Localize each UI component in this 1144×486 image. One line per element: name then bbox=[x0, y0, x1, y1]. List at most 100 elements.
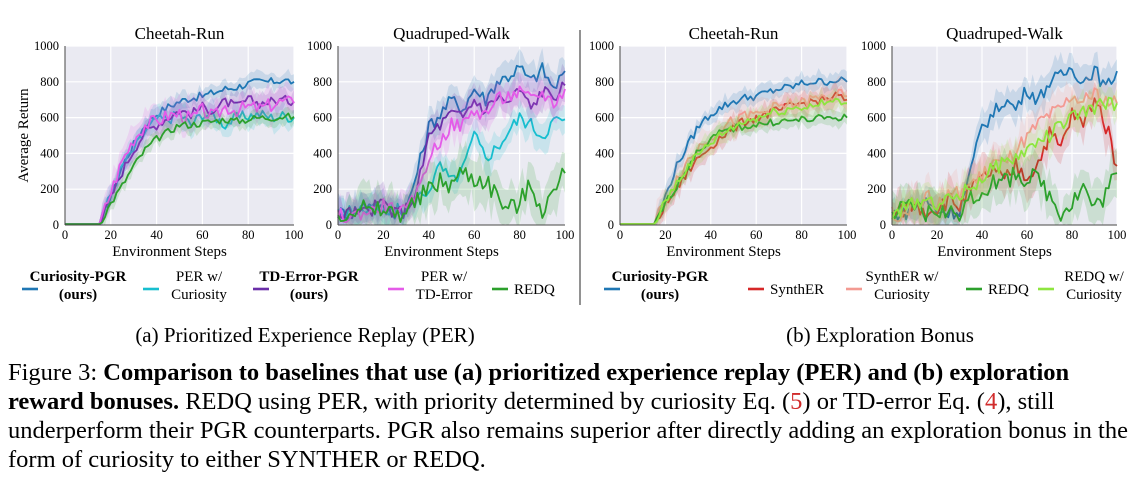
legend-label-line2: Curiosity bbox=[171, 287, 227, 303]
legend-label-line2: Curiosity bbox=[874, 287, 930, 303]
caption-bold: Comparison to baselines that use (a) pri… bbox=[8, 359, 1070, 415]
x-tick-label: 40 bbox=[423, 228, 436, 242]
y-tick-label: 0 bbox=[53, 218, 59, 232]
legend-label: SynthER bbox=[770, 282, 824, 298]
subplot-2-cheetah-run: 0 200 400 600 800 1000 0 20 40 60 80 100 Cheetah-Run… bbox=[589, 24, 856, 260]
y-tick-label: 1000 bbox=[861, 39, 886, 53]
series-line-td-error-pgr bbox=[337, 81, 566, 220]
caption-method-pgr: PGR bbox=[199, 417, 248, 444]
subplot-title: Quadruped-Walk bbox=[393, 24, 510, 43]
series-line-redq bbox=[620, 113, 848, 226]
x-tick-label: 60 bbox=[196, 228, 209, 242]
legend-label: PER w/ bbox=[176, 269, 223, 285]
band-redq-w-curiosity bbox=[892, 82, 1117, 225]
caption-text-3: ) or TD-error Eq. ( bbox=[802, 388, 985, 415]
series-line-redq bbox=[337, 166, 566, 223]
caption-eq-ref-4[interactable]: 4 bbox=[984, 388, 998, 415]
band-per-w-td-error bbox=[338, 72, 565, 225]
panel-a-caption: (a) Prioritized Experience Replay (PER) bbox=[135, 323, 474, 347]
y-tick-label: 800 bbox=[867, 75, 886, 89]
legend-label-line2: (ours) bbox=[641, 287, 679, 303]
x-tick-label: 100 bbox=[556, 228, 575, 242]
legend-panel-a: Curiosity-PGR (ours) PER w/Curiosity TD-Err… bbox=[22, 269, 555, 303]
x-tick-label: 80 bbox=[1066, 228, 1079, 242]
x-tick-label: 100 bbox=[838, 228, 857, 242]
y-tick-label: 200 bbox=[867, 182, 886, 196]
legend-item-redq-w-curiosity: REDQ w/Curiosity bbox=[1038, 269, 1125, 303]
x-tick-label: 80 bbox=[795, 228, 808, 242]
x-tick-label: 0 bbox=[617, 228, 623, 242]
x-tick-label: 80 bbox=[242, 228, 255, 242]
caption-text-5: counterparts. bbox=[247, 417, 387, 444]
legend-label: REDQ bbox=[514, 282, 555, 298]
y-tick-label: 200 bbox=[40, 182, 59, 196]
y-tick-label: 0 bbox=[326, 218, 332, 232]
subplot-0-cheetah-run: 0 200 400 600 800 1000 0 20 40 60 80 100 Cheetah-Run… bbox=[16, 24, 303, 260]
x-tick-label: 20 bbox=[931, 228, 944, 242]
caption-eq-ref-5[interactable]: 5 bbox=[790, 388, 803, 415]
y-tick-label: 600 bbox=[595, 111, 614, 125]
y-tick-label: 0 bbox=[608, 218, 614, 232]
band-redq-w-curiosity bbox=[620, 87, 847, 225]
legend-label: REDQ bbox=[988, 282, 1029, 298]
y-tick-label: 800 bbox=[595, 75, 614, 89]
subplot-title: Quadruped-Walk bbox=[946, 24, 1063, 43]
caption-text-7: or bbox=[380, 446, 413, 473]
series-line-redq bbox=[891, 166, 1118, 223]
y-tick-label: 400 bbox=[595, 146, 614, 160]
legend-item-synther: SynthER bbox=[748, 282, 824, 298]
x-tick-label: 0 bbox=[62, 228, 68, 242]
caption-text-8: . bbox=[479, 446, 486, 473]
x-axis-label: Environment Steps bbox=[112, 244, 227, 260]
subplot-3-quadruped-walk: 0 200 400 600 800 1000 0 20 40 60 80 100 Quadruped-W… bbox=[861, 24, 1126, 260]
series-line-td-error-pgr bbox=[65, 94, 295, 226]
legend-item-redq: REDQ bbox=[492, 282, 555, 298]
y-tick-label: 400 bbox=[40, 146, 59, 160]
x-tick-label: 60 bbox=[1021, 228, 1034, 242]
legend-item-per-w-curiosity: PER w/Curiosity bbox=[143, 269, 227, 303]
plot-background bbox=[620, 46, 847, 225]
x-tick-label: 20 bbox=[105, 228, 118, 242]
legend-label: Curiosity-PGR bbox=[612, 269, 709, 285]
x-tick-label: 60 bbox=[750, 228, 763, 242]
x-tick-label: 20 bbox=[659, 228, 672, 242]
y-tick-label: 800 bbox=[313, 75, 332, 89]
y-tick-label: 1000 bbox=[589, 39, 614, 53]
subplot-title: Cheetah-Run bbox=[689, 24, 779, 43]
legend-label: REDQ w/ bbox=[1064, 269, 1124, 285]
legend-label: TD-Error-PGR bbox=[259, 269, 358, 285]
y-axis-label: Average Return bbox=[16, 88, 32, 183]
y-tick-label: 1000 bbox=[307, 39, 332, 53]
series-line-redq bbox=[65, 112, 295, 226]
legend-label-line2: Curiosity bbox=[1066, 287, 1122, 303]
y-tick-label: 200 bbox=[313, 182, 332, 196]
caption-method-redq: REDQ bbox=[185, 388, 252, 415]
legend-item-td-error-pgr-ours: TD-Error-PGR (ours) bbox=[253, 269, 359, 303]
legend-panel-b: Curiosity-PGR (ours) SynthER SynthER w/Curi… bbox=[604, 269, 1125, 303]
x-axis-label: Environment Steps bbox=[384, 244, 499, 260]
y-tick-label: 400 bbox=[867, 146, 886, 160]
y-tick-label: 200 bbox=[595, 182, 614, 196]
legend-label-line2: (ours) bbox=[59, 287, 97, 303]
x-axis-label: Environment Steps bbox=[666, 244, 781, 260]
caption-text-4: ), still underperform their bbox=[8, 388, 1055, 444]
figure-caption: Figure 3: Comparison to baselines that u… bbox=[8, 358, 1134, 474]
legend-label-line2: (ours) bbox=[290, 287, 328, 303]
y-tick-label: 400 bbox=[313, 146, 332, 160]
x-tick-label: 0 bbox=[335, 228, 341, 242]
legend-item-curiosity-pgr-ours: Curiosity-PGR (ours) bbox=[22, 269, 126, 303]
x-tick-label: 60 bbox=[468, 228, 481, 242]
caption-method-redq-2: REDQ bbox=[412, 446, 480, 473]
series-line-per-w-td-error bbox=[65, 95, 295, 226]
caption-text-2: using PER, with priority determined by c… bbox=[251, 388, 791, 415]
subplot-1-quadruped-walk: 0 200 400 600 800 1000 0 20 40 60 80 100 Quadruped-W… bbox=[307, 24, 574, 260]
y-tick-label: 800 bbox=[40, 75, 59, 89]
series-line-curiosity-pgr bbox=[337, 62, 566, 222]
legend-item-per-w-td-error: PER w/TD-Error bbox=[388, 269, 472, 303]
x-tick-label: 0 bbox=[889, 228, 895, 242]
legend-item-curiosity-pgr-ours: Curiosity-PGR (ours) bbox=[604, 269, 708, 303]
series-line-synther-w-curiosity bbox=[620, 89, 848, 226]
subplot-title: Cheetah-Run bbox=[135, 24, 225, 43]
series-line-curiosity-pgr bbox=[891, 65, 1118, 221]
